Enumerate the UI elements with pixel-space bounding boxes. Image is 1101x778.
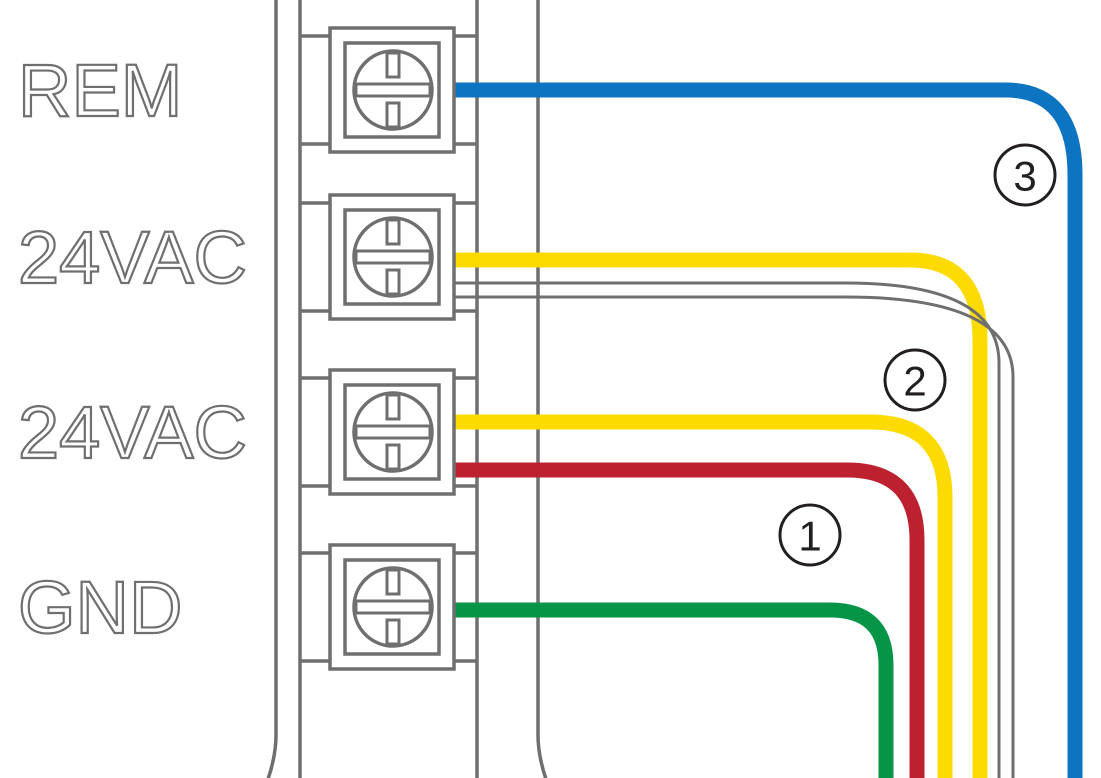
callout-1-text: 1 (798, 513, 821, 560)
terminal-24vac1-screw (354, 218, 432, 296)
wire-yellow1 (440, 260, 980, 778)
callout-2-text: 2 (903, 358, 926, 405)
callout-3-text: 3 (1013, 153, 1036, 200)
label-gnd: GND (18, 566, 182, 649)
terminal-gnd-screw (354, 568, 432, 646)
wire-red (440, 470, 917, 778)
label-rem: REM (18, 49, 182, 132)
terminal-gnd: GND (18, 545, 477, 669)
terminal-24vac1: 24VAC (18, 195, 477, 319)
wiring-diagram: REM 24VAC 24VAC GND 3 2 1 (0, 0, 1101, 778)
terminal-24vac2-screw (354, 393, 432, 471)
terminal-rem: REM (18, 28, 477, 152)
wire-green (440, 610, 886, 778)
terminal-rem-screw (354, 51, 432, 129)
terminal-24vac2: 24VAC (18, 370, 477, 494)
callout-1: 1 (780, 505, 840, 565)
callout-3: 3 (995, 145, 1055, 205)
callout-2: 2 (885, 350, 945, 410)
panel-edge-outer-right (538, 0, 550, 778)
label-24vac2: 24VAC (18, 391, 247, 474)
panel-edge-outer-left (264, 0, 276, 778)
label-24vac1: 24VAC (18, 216, 247, 299)
wires-group (440, 90, 1075, 778)
